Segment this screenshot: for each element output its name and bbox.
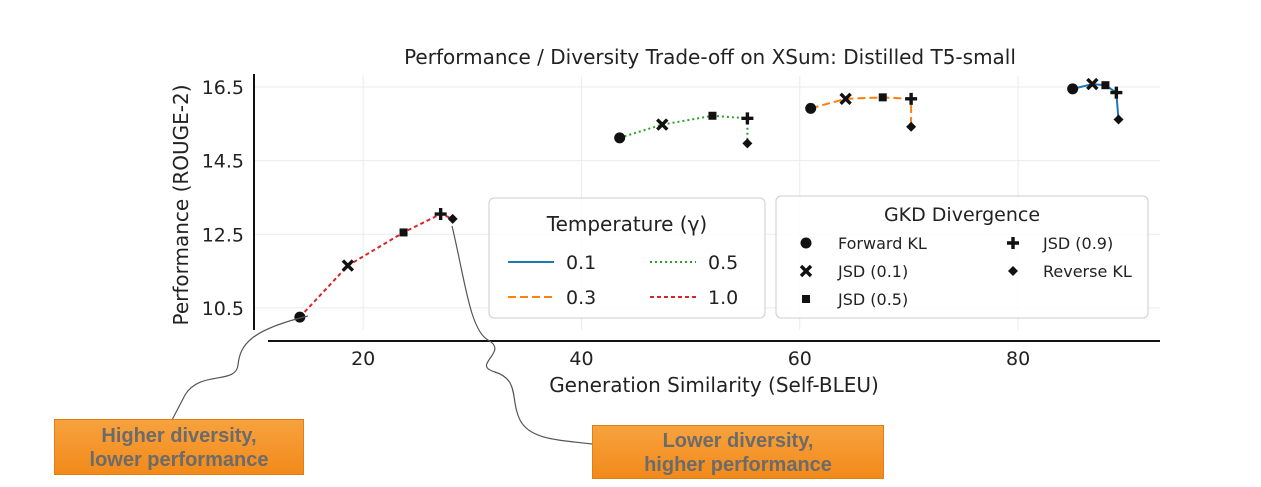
point-1-0-reverse-kl xyxy=(447,213,458,224)
legend-div-label-1: JSD (0.1) xyxy=(837,262,908,281)
callout-connector-left xyxy=(171,315,309,421)
point-0-5-jsd-0-5 xyxy=(708,111,717,120)
point-0-3-forward-kl xyxy=(805,102,817,114)
legend-temperature: Temperature (γ) 0.1 0.3 0.5 1.0 xyxy=(488,197,766,319)
point-0-1-jsd-0-1 xyxy=(1086,77,1099,91)
point-0-3-reverse-kl xyxy=(906,121,917,132)
series-line-0-3 xyxy=(810,96,913,127)
point-0-3-jsd-0-5 xyxy=(878,93,887,102)
legend-divergence-title: GKD Divergence xyxy=(884,204,1040,226)
y-axis-label: Performance (ROUGE-2) xyxy=(169,84,193,325)
callout-higher-diversity-line1: Higher diversity, xyxy=(101,425,257,447)
point-1-0-jsd-0-5 xyxy=(399,228,408,237)
x-tick-label-1: 40 xyxy=(569,348,593,370)
legend-temp-label-0-1: 0.1 xyxy=(566,252,596,274)
legend-divergence-box xyxy=(775,195,1149,319)
y-tick-label-2: 14.5 xyxy=(202,151,244,173)
point-1-0-jsd-0-9 xyxy=(434,208,447,221)
legend-div-marker-2 xyxy=(802,295,810,303)
series-line-0-5 xyxy=(619,114,749,144)
y-tick-label-1: 12.5 xyxy=(202,224,244,246)
point-0-1-reverse-kl xyxy=(1113,114,1124,125)
point-0-5-forward-kl xyxy=(614,132,626,144)
point-0-5-jsd-0-9 xyxy=(741,112,754,125)
x-tick-label-0: 20 xyxy=(351,348,375,370)
legend-div-label-2: JSD (0.5) xyxy=(837,290,908,309)
chart-title: Performance / Diversity Trade-off on XSu… xyxy=(404,45,1016,69)
callout-lower-diversity-line1: Lower diversity, xyxy=(662,430,814,452)
point-0-5-jsd-0-1 xyxy=(656,118,669,131)
callout-lower-diversity-line2: higher performance xyxy=(644,454,832,476)
legend-temperature-box xyxy=(488,197,766,319)
y-tick-label-0: 10.5 xyxy=(202,298,244,320)
series-markers xyxy=(294,77,1124,323)
callout-higher-diversity-line2: lower performance xyxy=(89,449,269,471)
legend-div-label-4: Reverse KL xyxy=(1043,262,1132,281)
x-tick-label-3: 80 xyxy=(1006,348,1030,370)
legend-div-marker-4 xyxy=(1008,266,1018,276)
legend-div-marker-1 xyxy=(799,264,813,278)
legend-div-marker-0 xyxy=(800,237,812,249)
point-1-0-forward-kl xyxy=(294,311,306,323)
legend-div-marker-3 xyxy=(1007,237,1019,249)
point-1-0-jsd-0-1 xyxy=(341,259,355,272)
y-tick-label-3: 16.5 xyxy=(202,77,244,99)
point-0-3-jsd-0-9 xyxy=(905,92,918,105)
legend-div-label-0: Forward KL xyxy=(838,234,927,253)
x-axis-label: Generation Similarity (Self-BLEU) xyxy=(549,373,879,397)
callout-connector-right xyxy=(451,225,593,445)
point-0-3-jsd-0-1 xyxy=(839,92,852,106)
point-0-1-forward-kl xyxy=(1067,83,1079,95)
axes: 20 40 60 80 10.5 12.5 14.5 16.5 xyxy=(202,74,1160,370)
legend-div-label-3: JSD (0.9) xyxy=(1042,234,1113,253)
legend-temperature-title: Temperature (γ) xyxy=(546,212,708,236)
point-0-1-jsd-0-5 xyxy=(1101,81,1110,90)
point-0-5-reverse-kl xyxy=(742,138,753,149)
series-line-1-0 xyxy=(299,212,454,318)
legend-temp-label-0-5: 0.5 xyxy=(708,252,738,274)
legend-temp-label-1-0: 1.0 xyxy=(708,287,738,309)
legend-temp-label-0-3: 0.3 xyxy=(566,287,596,309)
legend-divergence: GKD Divergence Forward KL JSD (0.1) JSD (0… xyxy=(775,195,1149,319)
point-0-1-jsd-0-9 xyxy=(1110,86,1123,99)
callout-higher-diversity: Higher diversity, lower performance xyxy=(54,419,304,475)
callout-lower-diversity: Lower diversity, higher performance xyxy=(592,425,884,479)
x-tick-label-2: 60 xyxy=(788,348,812,370)
